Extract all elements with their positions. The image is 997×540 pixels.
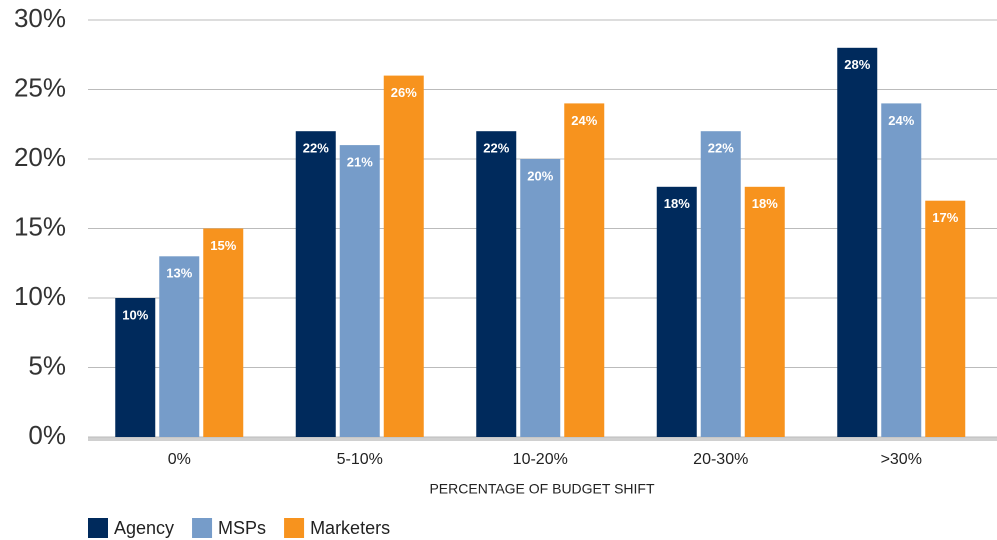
bar [881, 103, 922, 438]
floor [88, 437, 997, 441]
bar [295, 131, 336, 437]
y-tick-label: 0% [28, 420, 66, 450]
value-label: 24% [888, 113, 914, 128]
bar [520, 159, 561, 437]
legend-label: Agency [114, 518, 174, 538]
legend-swatch [284, 518, 305, 538]
value-label: 17% [932, 210, 958, 225]
legend-label: Marketers [310, 518, 390, 538]
bar [564, 103, 605, 438]
x-tick-label: 10-20% [513, 451, 568, 468]
value-label: 26% [391, 85, 417, 100]
x-tick-label: 5-10% [337, 451, 383, 468]
legend-label: MSPs [218, 518, 266, 538]
x-tick-label: 0% [168, 451, 191, 468]
y-tick-label: 10% [14, 281, 66, 311]
bar [656, 186, 697, 437]
x-tick-label: >30% [881, 451, 922, 468]
bar [115, 298, 156, 437]
bar [203, 228, 244, 437]
value-label: 24% [571, 113, 597, 128]
value-label: 22% [708, 141, 734, 156]
value-label: 28% [844, 57, 870, 72]
bar [476, 131, 517, 437]
bar [837, 47, 878, 438]
bar [383, 75, 424, 437]
bar [700, 131, 741, 437]
y-tick-label: 30% [14, 3, 66, 33]
value-label: 22% [303, 141, 329, 156]
value-label: 10% [122, 307, 148, 322]
y-tick-label: 5% [28, 350, 66, 380]
x-tick-label: 20-30% [693, 451, 748, 468]
y-tick-label: 15% [14, 211, 66, 241]
bar [339, 145, 380, 437]
legend-swatch [88, 518, 108, 538]
bar [925, 200, 966, 437]
y-tick-label: 25% [14, 72, 66, 102]
value-label: 22% [483, 141, 509, 156]
value-label: 20% [527, 168, 553, 183]
value-label: 13% [166, 266, 192, 281]
x-axis-title: PERCENTAGE OF BUDGET SHIFT [429, 481, 655, 497]
bar [744, 186, 785, 437]
value-label: 18% [664, 196, 690, 211]
y-tick-label: 20% [14, 142, 66, 172]
legend-swatch [192, 518, 213, 538]
value-label: 15% [210, 238, 236, 253]
value-label: 18% [752, 196, 778, 211]
bar [159, 256, 200, 437]
value-label: 21% [347, 155, 373, 170]
